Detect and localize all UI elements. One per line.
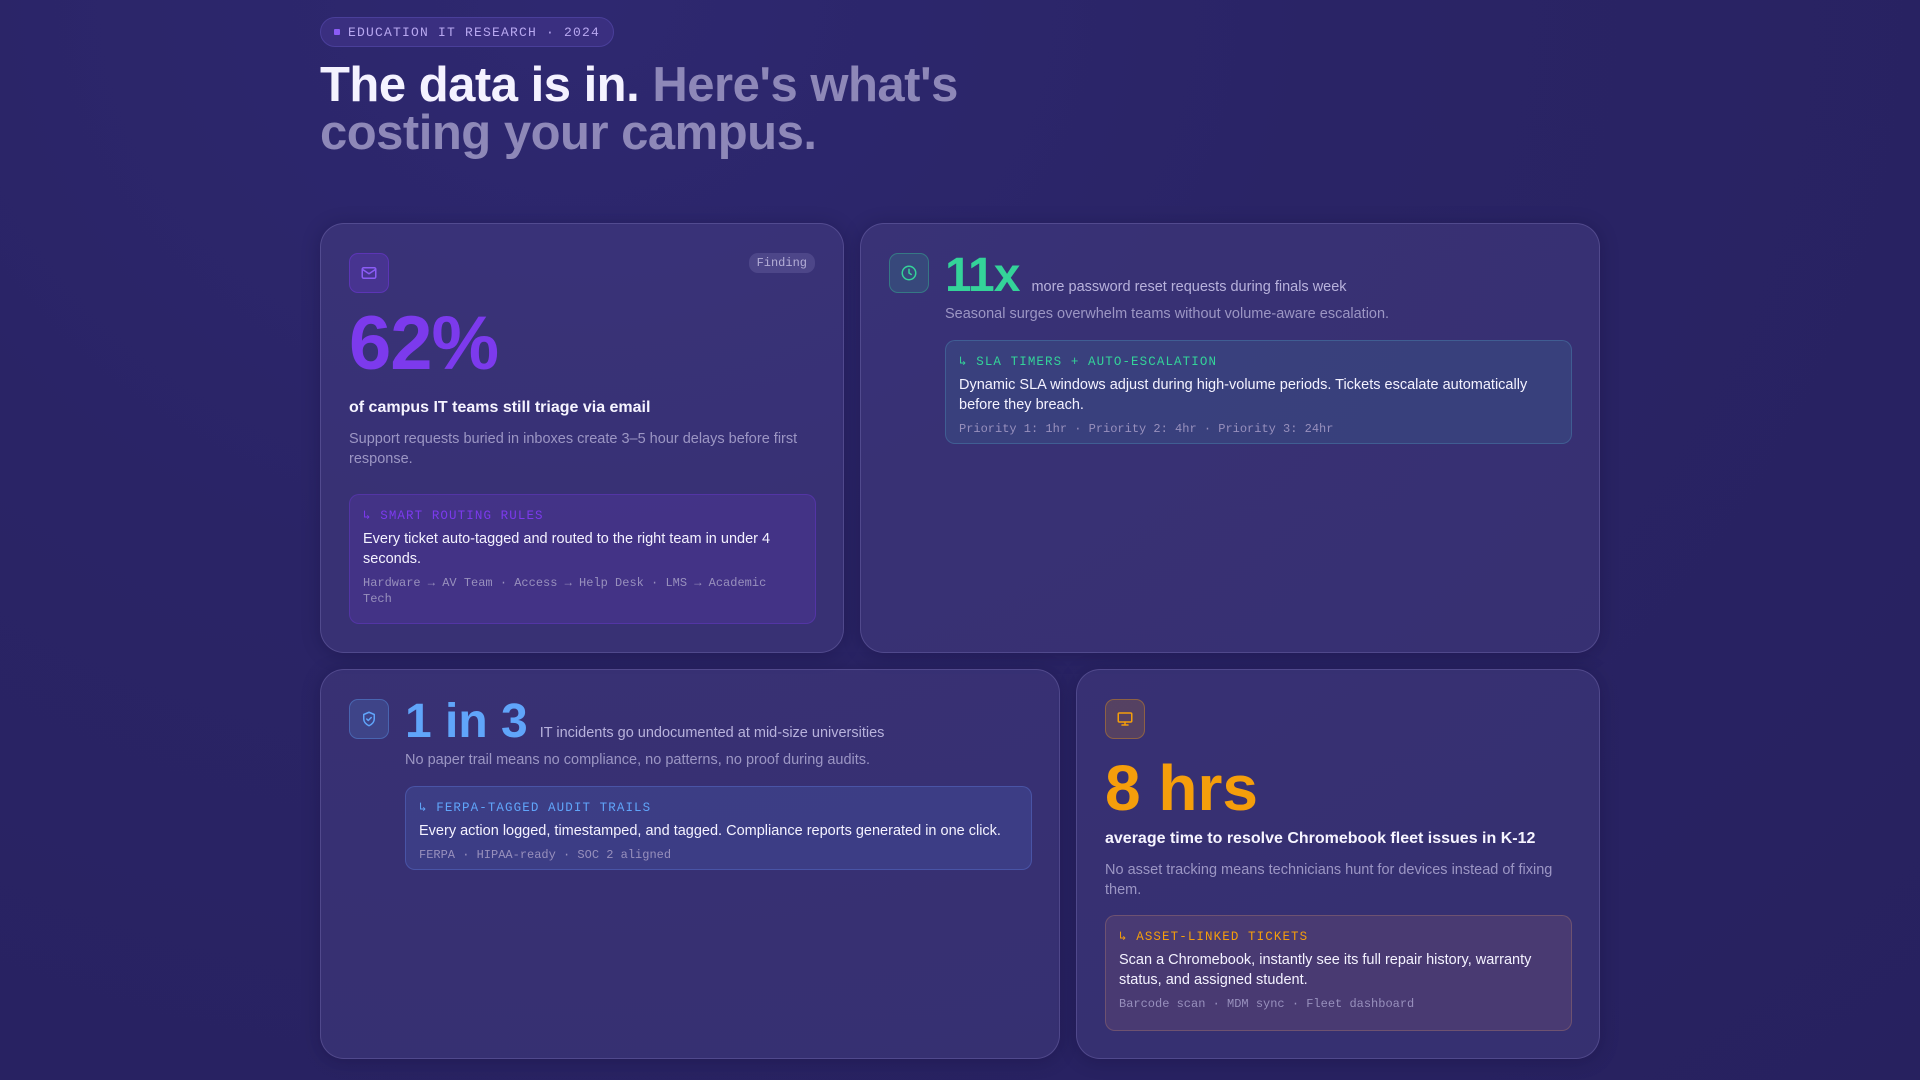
ferpa-audit-text: Every action logged, timestamped, and ta… bbox=[419, 823, 1001, 839]
password-stat-row: 11x more password reset requests during … bbox=[945, 248, 1347, 304]
email-stat: 62% bbox=[349, 301, 499, 386]
password-lead: more password reset requests during fina… bbox=[1031, 279, 1347, 295]
chromebook-card: 8 hrs average time to resolve Chromebook… bbox=[1076, 669, 1600, 1059]
title-primary: The data is in. bbox=[320, 58, 640, 112]
monitor-icon bbox=[1105, 699, 1145, 739]
title-secondary: Here's what's costing your campus. bbox=[320, 58, 958, 160]
badge-dot-icon bbox=[334, 29, 340, 35]
chromebook-lead: average time to resolve Chromebook fleet… bbox=[1105, 830, 1536, 847]
chromebook-stat: 8 hrs bbox=[1105, 752, 1258, 824]
research-badge: EDUCATION IT RESEARCH · 2024 bbox=[320, 17, 615, 47]
asset-linked-meta: Barcode scan · MDM sync · Fleet dashboar… bbox=[1119, 997, 1415, 1011]
sla-timers-box: ↳ SLA TIMERS + AUTO-ESCALATION Dynamic S… bbox=[945, 340, 1572, 444]
shield-check-icon bbox=[349, 699, 389, 739]
sla-timers-meta: Priority 1: 1hr · Priority 2: 4hr · Prio… bbox=[959, 422, 1334, 436]
page-title: The data is in. Here's what's costing yo… bbox=[320, 58, 1080, 160]
ferpa-audit-meta: FERPA · HIPAA-ready · SOC 2 aligned bbox=[419, 848, 672, 862]
page-container: EDUCATION IT RESEARCH · 2024 The data is… bbox=[320, 17, 1600, 160]
asset-linked-title: ↳ ASSET-LINKED TICKETS bbox=[1119, 930, 1309, 944]
incidents-stat: 1 in 3 bbox=[405, 695, 528, 748]
ferpa-audit-title: ↳ FERPA-TAGGED AUDIT TRAILS bbox=[419, 801, 652, 815]
finding-tag: Finding bbox=[748, 253, 815, 273]
asset-linked-text: Scan a Chromebook, instantly see its ful… bbox=[1119, 952, 1532, 988]
asset-linked-box: ↳ ASSET-LINKED TICKETS Scan a Chromebook… bbox=[1105, 915, 1572, 1031]
password-reset-card: 11x more password reset requests during … bbox=[860, 223, 1600, 653]
incidents-sub: No paper trail means no compliance, no p… bbox=[405, 752, 871, 768]
password-sub: Seasonal surges overwhelm teams without … bbox=[945, 306, 1390, 322]
sla-timers-text: Dynamic SLA windows adjust during high-v… bbox=[959, 377, 1528, 413]
password-stat: 11x bbox=[945, 249, 1020, 302]
email-lead: of campus IT teams still triage via emai… bbox=[349, 399, 651, 416]
incidents-card: 1 in 3 IT incidents go undocumented at m… bbox=[320, 669, 1060, 1059]
chromebook-sub: No asset tracking means technicians hunt… bbox=[1105, 862, 1553, 898]
email-triage-card: Finding 62% of campus IT teams still tri… bbox=[320, 223, 844, 653]
smart-routing-title: ↳ SMART ROUTING RULES bbox=[363, 509, 544, 523]
sla-timers-title: ↳ SLA TIMERS + AUTO-ESCALATION bbox=[959, 355, 1218, 369]
clock-icon bbox=[889, 253, 929, 293]
ferpa-audit-box: ↳ FERPA-TAGGED AUDIT TRAILS Every action… bbox=[405, 786, 1032, 870]
incidents-lead: IT incidents go undocumented at mid-size… bbox=[539, 725, 885, 741]
mail-icon bbox=[349, 253, 389, 293]
smart-routing-meta: Hardware → AV Team · Access → Help Desk … bbox=[363, 576, 767, 606]
badge-label: EDUCATION IT RESEARCH · 2024 bbox=[348, 24, 601, 40]
smart-routing-box: ↳ SMART ROUTING RULES Every ticket auto-… bbox=[349, 494, 816, 624]
incidents-stat-row: 1 in 3 IT incidents go undocumented at m… bbox=[405, 694, 884, 750]
email-sub: Support requests buried in inboxes creat… bbox=[349, 431, 798, 467]
smart-routing-text: Every ticket auto-tagged and routed to t… bbox=[363, 531, 771, 567]
